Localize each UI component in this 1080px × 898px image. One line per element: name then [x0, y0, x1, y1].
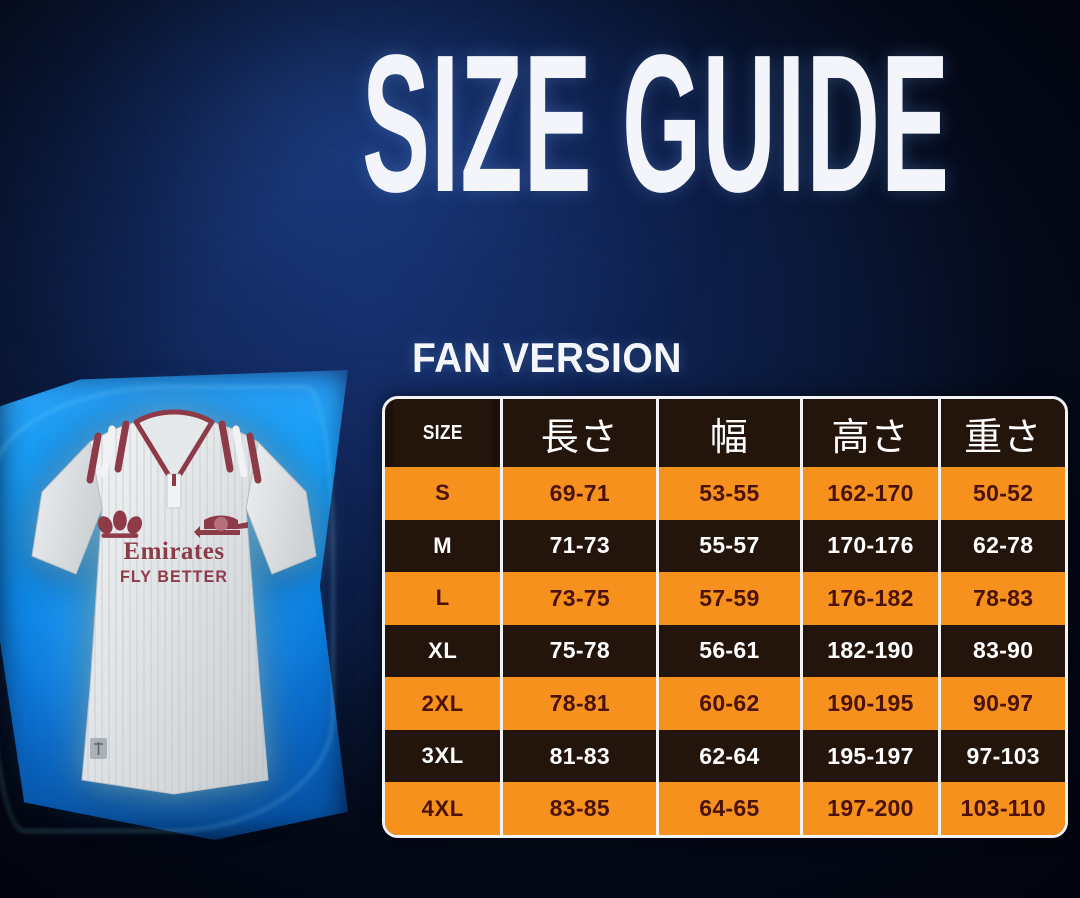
column-header-width: 幅 — [657, 399, 803, 467]
jersey-sponsor-main: Emirates — [123, 538, 225, 565]
cell-weight: 103-110 — [939, 782, 1065, 835]
cell-length: 81-83 — [501, 729, 660, 783]
cell-weight: 62-78 — [939, 519, 1065, 573]
cell-width: 62-64 — [657, 729, 803, 783]
cell-size: M — [385, 519, 504, 573]
cell-length: 83-85 — [501, 782, 660, 835]
jersey-sponsor-sub: FLY BETTER — [119, 567, 229, 586]
cell-width: 53-55 — [657, 467, 803, 520]
cell-width: 57-59 — [657, 572, 803, 625]
cell-height: 182-190 — [801, 624, 942, 678]
column-header-size: SIZE — [393, 399, 496, 467]
table-body: S 69-71 53-55 162-170 50-52 M 71-73 55-5… — [385, 467, 1065, 835]
cell-length: 73-75 — [501, 572, 660, 625]
page-title: SIZE GUIDE — [362, 14, 951, 233]
cell-height: 190-195 — [801, 677, 942, 730]
cell-weight: 97-103 — [939, 729, 1065, 783]
cell-width: 56-61 — [657, 624, 803, 678]
jersey-image: Emirates FLY BETTER — [24, 388, 324, 808]
cell-weight: 83-90 — [939, 624, 1065, 678]
cell-width: 64-65 — [657, 782, 803, 835]
cell-height: 162-170 — [801, 467, 942, 520]
glow-arc-outline — [0, 386, 334, 832]
cell-height: 197-200 — [801, 782, 942, 835]
column-header-length: 長さ — [501, 399, 660, 467]
product-image-panel: Emirates FLY BETTER — [0, 352, 368, 872]
column-header-height: 高さ — [801, 399, 942, 467]
table-row: 3XL 81-83 62-64 195-197 97-103 — [385, 729, 1065, 783]
cell-height: 170-176 — [801, 519, 942, 573]
page-subtitle: FAN VERSION — [412, 334, 682, 381]
cell-height: 176-182 — [801, 572, 942, 625]
cell-weight: 50-52 — [939, 467, 1065, 520]
cell-size: S — [385, 467, 504, 520]
column-header-weight: 重さ — [939, 399, 1065, 467]
cell-length: 75-78 — [501, 624, 660, 678]
cell-size: XL — [385, 624, 504, 678]
table-row: M 71-73 55-57 170-176 62-78 — [385, 519, 1065, 573]
cell-size: 2XL — [385, 677, 504, 730]
cell-length: 69-71 — [501, 467, 660, 520]
cell-weight: 90-97 — [939, 677, 1065, 730]
cell-width: 60-62 — [657, 677, 803, 730]
cell-height: 195-197 — [801, 729, 942, 783]
size-chart-table-wrapper: SIZE 長さ 幅 高さ 重さ S 69-71 53-55 162-170 50… — [382, 396, 1068, 838]
cell-size: 3XL — [385, 729, 504, 783]
table-header-row: SIZE 長さ 幅 高さ 重さ — [385, 399, 1065, 467]
table-row: XL 75-78 56-61 182-190 83-90 — [385, 624, 1065, 678]
cell-size: L — [385, 572, 504, 625]
table-row: 2XL 78-81 60-62 190-195 90-97 — [385, 677, 1065, 730]
cell-length: 78-81 — [501, 677, 660, 730]
cell-width: 55-57 — [657, 519, 803, 573]
table-row: L 73-75 57-59 176-182 78-83 — [385, 572, 1065, 625]
table-header: SIZE 長さ 幅 高さ 重さ — [385, 399, 1065, 467]
table-row: S 69-71 53-55 162-170 50-52 — [385, 467, 1065, 520]
table-row: 4XL 83-85 64-65 197-200 103-110 — [385, 782, 1065, 835]
cell-length: 71-73 — [501, 519, 660, 573]
cell-size: 4XL — [385, 782, 504, 835]
cell-weight: 78-83 — [939, 572, 1065, 625]
size-chart-table: SIZE 長さ 幅 高さ 重さ S 69-71 53-55 162-170 50… — [385, 399, 1065, 835]
